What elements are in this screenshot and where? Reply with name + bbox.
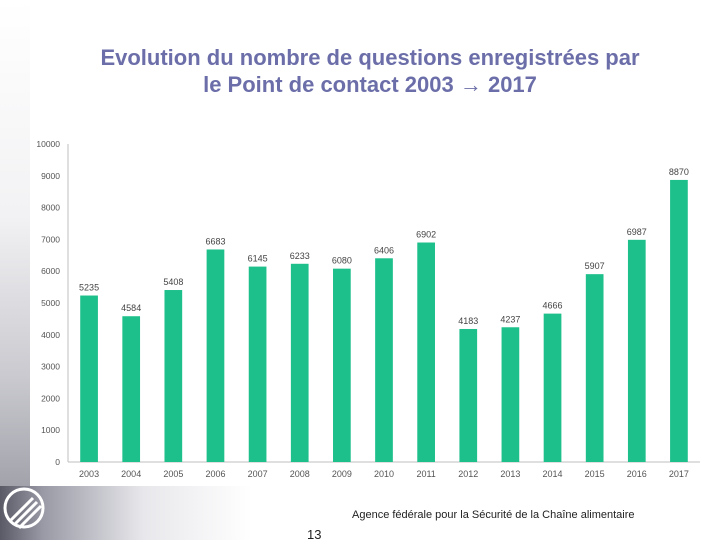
data-label-2009: 6080 — [332, 256, 352, 266]
x-tick-label-2006: 2006 — [205, 469, 225, 479]
bar-2016 — [627, 239, 646, 462]
bottom-decor-band — [0, 486, 720, 540]
x-tick-label-2015: 2015 — [585, 469, 605, 479]
left-decor-band — [0, 0, 30, 540]
y-tick-label: 2000 — [41, 393, 60, 403]
y-tick-label: 9000 — [41, 171, 60, 181]
bar-2015 — [585, 274, 604, 462]
bar-2012 — [459, 328, 478, 462]
x-tick-label-2003: 2003 — [79, 469, 99, 479]
y-tick-label: 10000 — [36, 139, 60, 149]
y-tick-label: 7000 — [41, 234, 60, 244]
data-label-2006: 6683 — [205, 236, 225, 246]
data-label-2010: 6406 — [374, 245, 394, 255]
bar-2004 — [122, 316, 141, 462]
data-label-2011: 6902 — [416, 230, 436, 240]
bar-2010 — [375, 258, 393, 462]
data-label-2005: 5408 — [163, 277, 183, 287]
data-label-2003: 5235 — [79, 283, 99, 293]
data-label-2014: 4666 — [543, 301, 563, 311]
bar-2017 — [670, 179, 688, 462]
slide-title: Evolution du nombre de questions enregis… — [100, 45, 640, 97]
x-tick-label-2017: 2017 — [669, 469, 689, 479]
page-number: 13 — [307, 527, 322, 542]
bar-2014 — [543, 313, 562, 462]
x-tick-label-2009: 2009 — [332, 469, 352, 479]
x-tick-label-2014: 2014 — [543, 469, 563, 479]
y-tick-label: 6000 — [41, 266, 60, 276]
data-label-2007: 6145 — [248, 254, 268, 264]
data-label-2004: 4584 — [121, 303, 141, 313]
bar-2007 — [248, 266, 267, 462]
data-label-2012: 4183 — [458, 316, 478, 326]
bar-2011 — [417, 242, 435, 462]
x-tick-label-2008: 2008 — [290, 469, 310, 479]
afsca-logo-icon — [3, 487, 45, 530]
data-label-2017: 8870 — [669, 167, 689, 177]
data-label-2015: 5907 — [585, 261, 605, 271]
x-tick-label-2012: 2012 — [458, 469, 478, 479]
x-tick-label-2016: 2016 — [627, 469, 647, 479]
y-tick-label: 5000 — [41, 298, 60, 308]
data-label-2008: 6233 — [290, 251, 310, 261]
bar-2009 — [333, 268, 351, 462]
bar-2006 — [206, 249, 225, 462]
x-tick-label-2013: 2013 — [500, 469, 520, 479]
x-tick-label-2005: 2005 — [163, 469, 183, 479]
bar-chart: 0 1000 2000 3000 4000 5000 6000 7000 8000 9000 100… — [36, 139, 700, 479]
y-tick-label: 8000 — [41, 203, 60, 213]
data-label-2016: 6987 — [627, 227, 647, 237]
y-tick-label: 4000 — [41, 330, 60, 340]
footer-agency-name: Agence fédérale pour la Sécurité de la C… — [352, 509, 635, 521]
x-tick-label-2011: 2011 — [416, 469, 435, 479]
bar-2008 — [290, 263, 309, 462]
y-tick-label: 0 — [55, 457, 60, 467]
y-tick-label: 1000 — [41, 425, 60, 435]
bar-2013 — [501, 327, 520, 462]
x-tick-label-2004: 2004 — [121, 469, 141, 479]
y-tick-label: 3000 — [41, 362, 60, 372]
data-label-2013: 4237 — [500, 314, 520, 324]
bar-2003 — [80, 295, 98, 462]
bar-2005 — [164, 290, 183, 462]
x-tick-label-2007: 2007 — [248, 469, 268, 479]
x-tick-label-2010: 2010 — [374, 469, 394, 479]
